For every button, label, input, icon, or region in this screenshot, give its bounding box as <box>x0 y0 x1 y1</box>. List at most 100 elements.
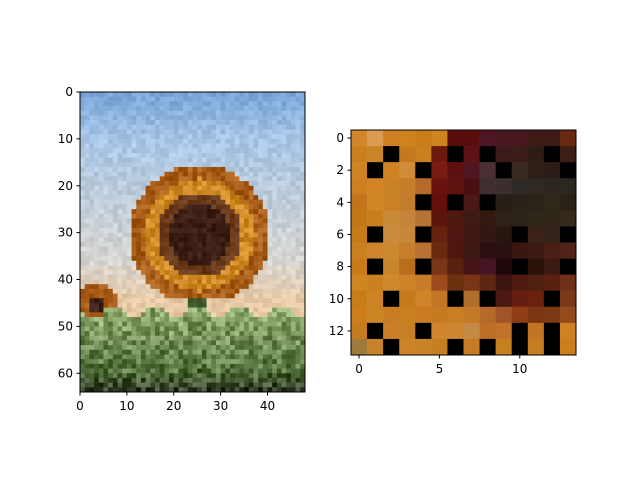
image-pixel <box>145 288 151 294</box>
image-pixel <box>276 101 282 107</box>
image-pixel <box>215 176 221 182</box>
image-pixel <box>169 92 175 97</box>
image-pixel <box>84 143 90 149</box>
image-pixel <box>290 265 296 271</box>
image-pixel <box>276 260 282 266</box>
image-pixel <box>211 349 217 355</box>
image-pixel <box>84 293 90 299</box>
image-pixel <box>258 321 264 327</box>
image-pixel <box>262 377 268 383</box>
image-pixel <box>126 373 132 379</box>
image-pixel <box>122 232 128 238</box>
image-pixel <box>201 101 207 107</box>
image-pixel <box>89 92 95 97</box>
image-pixel <box>103 345 109 351</box>
image-pixel <box>89 260 95 266</box>
image-pixel <box>192 335 198 341</box>
image-pixel <box>267 256 273 262</box>
image-pixel <box>94 307 100 313</box>
image-pixel <box>108 302 114 308</box>
image-pixel <box>164 359 170 365</box>
image-pixel <box>225 101 231 107</box>
image-pixel <box>108 237 114 243</box>
image-pixel <box>122 340 128 346</box>
grid-pixel <box>399 178 416 195</box>
image-pixel <box>258 256 264 262</box>
image-pixel <box>206 256 212 262</box>
image-pixel <box>253 237 259 243</box>
image-pixel <box>234 218 240 224</box>
image-pixel <box>145 302 151 308</box>
image-pixel <box>155 321 160 327</box>
image-pixel <box>267 293 273 299</box>
image-pixel <box>164 382 170 388</box>
image-pixel <box>164 260 170 266</box>
image-pixel <box>211 138 217 144</box>
image-pixel <box>258 382 264 388</box>
image-pixel <box>197 213 203 219</box>
image-pixel <box>103 354 109 360</box>
image-pixel <box>234 204 240 210</box>
image-pixel <box>136 152 142 158</box>
image-pixel <box>248 92 254 97</box>
image-pixel <box>126 307 132 313</box>
image-pixel <box>248 129 254 135</box>
image-pixel <box>169 302 175 308</box>
image-pixel <box>295 223 301 229</box>
image-pixel <box>112 256 118 262</box>
image-pixel <box>267 251 273 257</box>
image-pixel <box>117 148 123 154</box>
image-pixel <box>192 185 198 191</box>
image-pixel <box>300 213 306 219</box>
image-pixel <box>126 115 132 121</box>
image-pixel <box>117 157 123 163</box>
image-pixel <box>89 256 95 262</box>
image-pixel <box>150 96 156 102</box>
image-pixel <box>206 106 212 112</box>
image-pixel <box>220 293 226 299</box>
image-pixel <box>80 223 85 229</box>
image-pixel <box>122 110 128 116</box>
image-pixel <box>215 106 221 112</box>
image-pixel <box>253 110 259 116</box>
grid-pixel <box>463 306 480 324</box>
image-pixel <box>122 96 128 102</box>
image-pixel <box>173 359 179 365</box>
image-pixel <box>225 134 231 140</box>
image-pixel <box>155 204 160 210</box>
image-pixel <box>150 377 156 383</box>
image-pixel <box>225 373 231 379</box>
image-pixel <box>187 302 193 308</box>
image-pixel <box>131 331 137 337</box>
image-pixel <box>281 106 287 112</box>
image-pixel <box>159 209 165 215</box>
image-pixel <box>140 115 146 121</box>
image-pixel <box>164 106 170 112</box>
image-pixel <box>239 256 245 262</box>
image-pixel <box>178 190 184 196</box>
image-pixel <box>122 134 128 140</box>
image-pixel <box>112 223 118 229</box>
image-pixel <box>126 232 132 238</box>
image-pixel <box>215 167 221 172</box>
image-pixel <box>187 176 193 182</box>
image-pixel <box>286 101 292 107</box>
image-pixel <box>272 326 278 332</box>
image-pixel <box>244 120 250 126</box>
image-pixel <box>178 293 184 299</box>
image-pixel <box>206 134 212 140</box>
image-pixel <box>126 96 132 102</box>
image-pixel <box>244 368 250 374</box>
image-pixel <box>150 92 156 97</box>
image-pixel <box>136 312 142 318</box>
image-pixel <box>112 382 118 388</box>
image-pixel <box>286 246 292 252</box>
image-pixel <box>80 110 85 116</box>
image-pixel <box>155 110 160 116</box>
image-pixel <box>286 213 292 219</box>
image-pixel <box>267 106 273 112</box>
image-pixel <box>220 307 226 313</box>
grid-pixel <box>463 290 480 308</box>
image-pixel <box>197 152 203 158</box>
image-pixel <box>267 237 273 243</box>
